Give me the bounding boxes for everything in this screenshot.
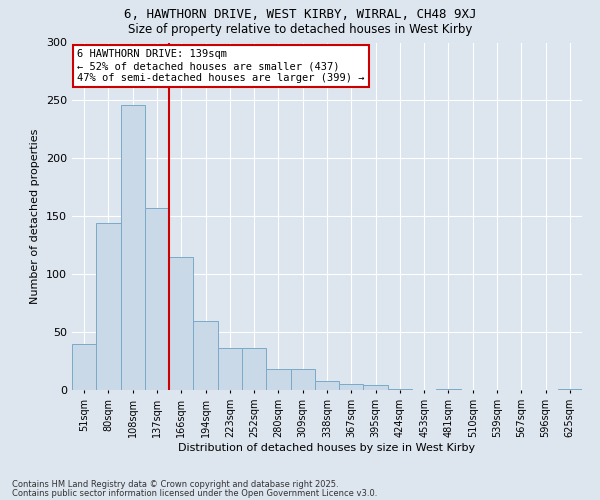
Bar [145, 208, 169, 390]
Bar [121, 105, 145, 390]
Bar [266, 369, 290, 390]
Bar [558, 389, 582, 390]
Bar [242, 348, 266, 390]
Bar [388, 389, 412, 390]
Bar [290, 369, 315, 390]
X-axis label: Distribution of detached houses by size in West Kirby: Distribution of detached houses by size … [178, 442, 476, 452]
Bar [96, 223, 121, 390]
Text: Size of property relative to detached houses in West Kirby: Size of property relative to detached ho… [128, 22, 472, 36]
Bar [436, 389, 461, 390]
Bar [169, 257, 193, 390]
Bar [339, 384, 364, 390]
Text: Contains public sector information licensed under the Open Government Licence v3: Contains public sector information licen… [12, 489, 377, 498]
Text: 6 HAWTHORN DRIVE: 139sqm
← 52% of detached houses are smaller (437)
47% of semi-: 6 HAWTHORN DRIVE: 139sqm ← 52% of detach… [77, 50, 365, 82]
Bar [315, 380, 339, 390]
Bar [218, 348, 242, 390]
Text: 6, HAWTHORN DRIVE, WEST KIRBY, WIRRAL, CH48 9XJ: 6, HAWTHORN DRIVE, WEST KIRBY, WIRRAL, C… [124, 8, 476, 20]
Text: Contains HM Land Registry data © Crown copyright and database right 2025.: Contains HM Land Registry data © Crown c… [12, 480, 338, 489]
Bar [364, 386, 388, 390]
Bar [193, 320, 218, 390]
Bar [72, 344, 96, 390]
Y-axis label: Number of detached properties: Number of detached properties [31, 128, 40, 304]
